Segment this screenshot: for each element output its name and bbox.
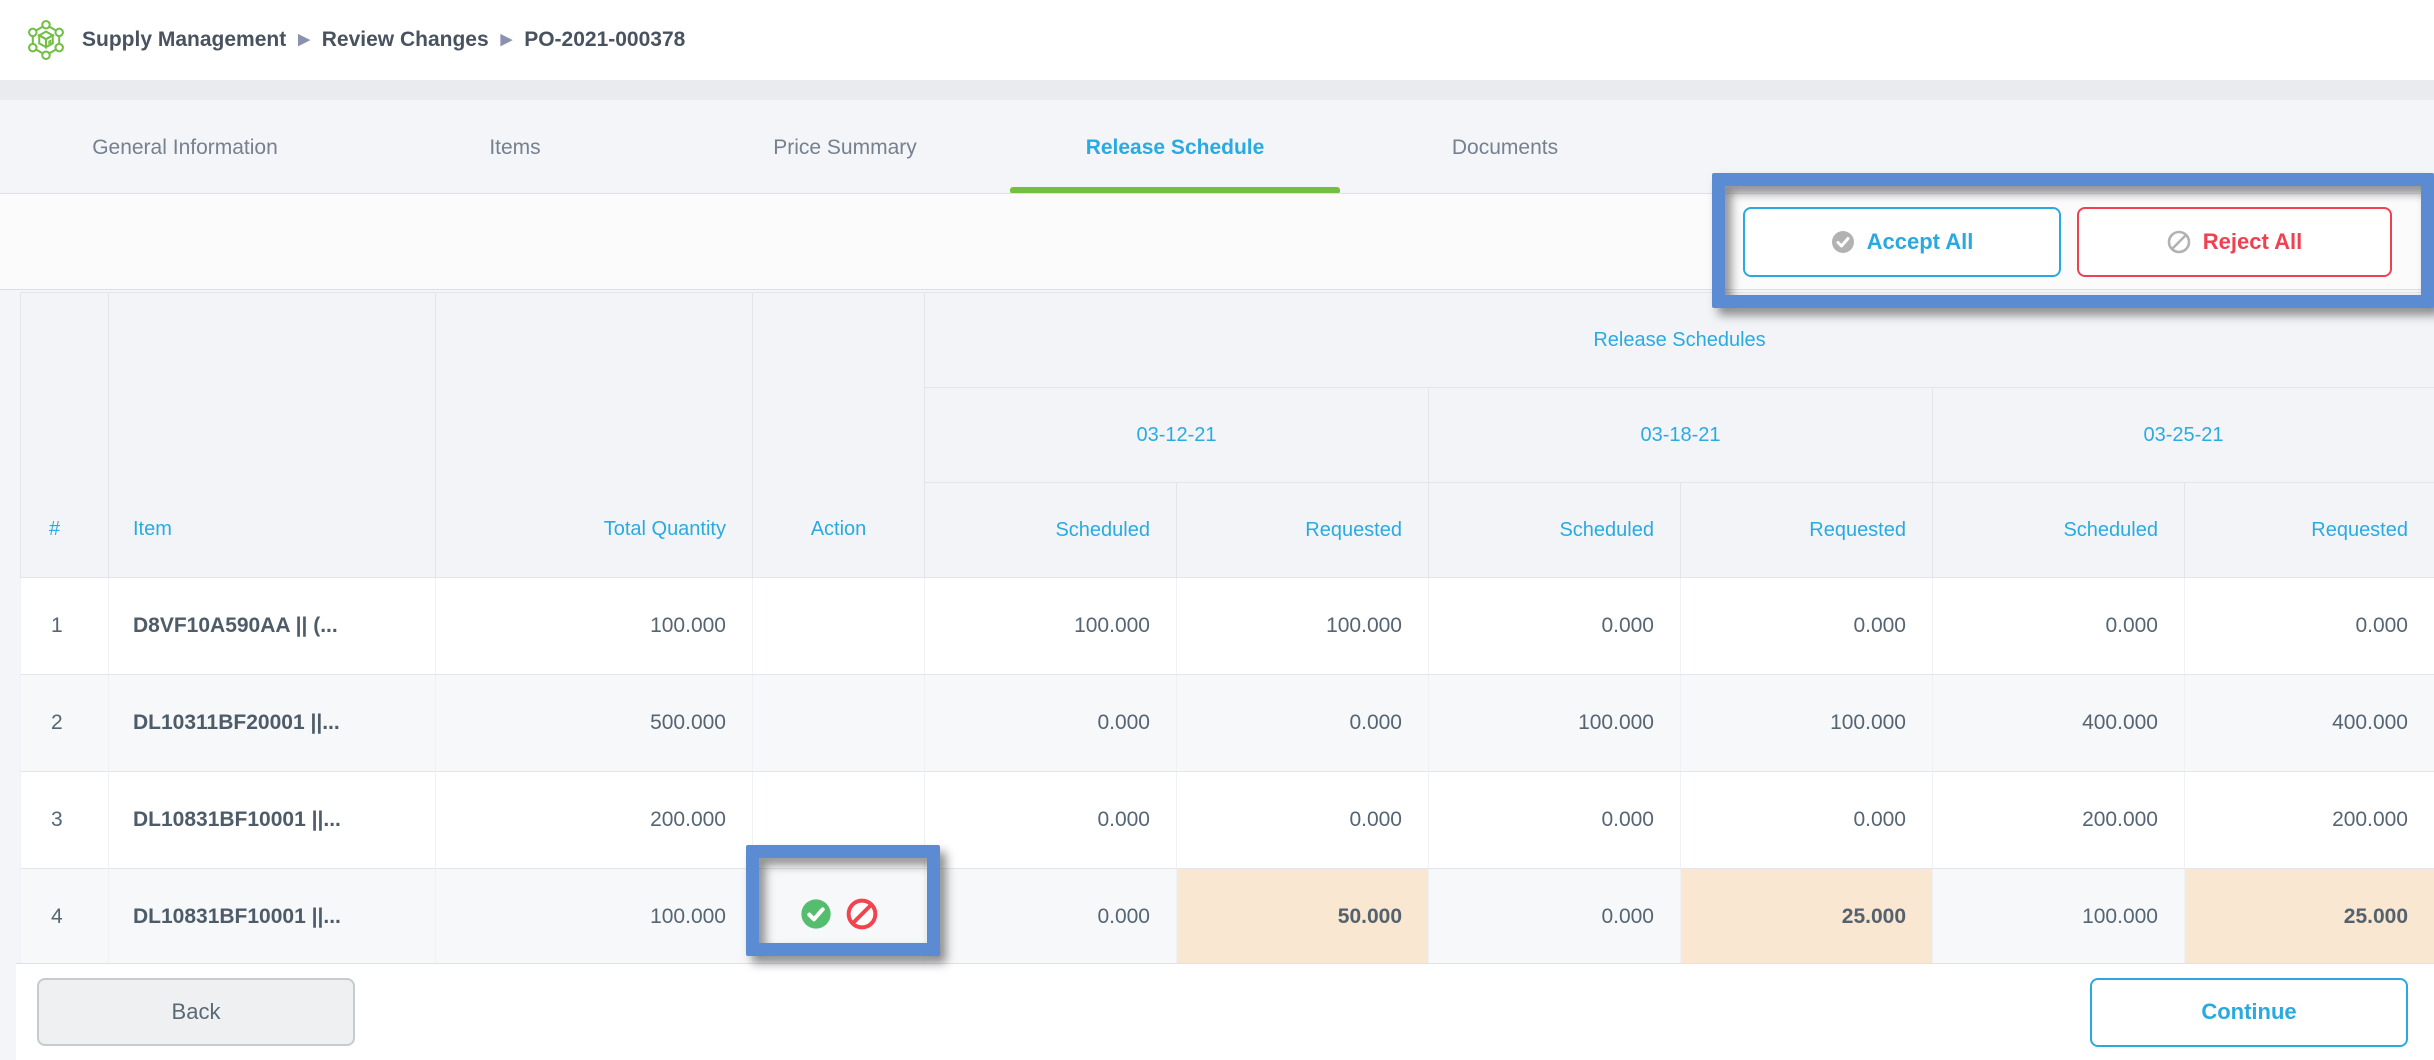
ban-icon (2167, 230, 2191, 253)
requested-cell-changed: 50.000 (1176, 868, 1429, 966)
tab-release-schedule[interactable]: Release Schedule (1010, 100, 1340, 195)
group-header-release-schedules: Release Schedules (924, 292, 2434, 388)
scheduled-cell: 0.000 (924, 771, 1177, 869)
item-cell: DL10831BF10001 ||... (108, 868, 436, 966)
requested-cell-changed: 25.000 (1680, 868, 1933, 966)
row-number-cell: 4 (20, 868, 109, 966)
table-row: 3 DL10831BF10001 ||... 200.000 0.000 0.0… (20, 771, 2434, 869)
back-button[interactable]: Back (37, 978, 355, 1046)
subcol-header-requested-2: Requested (2184, 482, 2434, 578)
scheduled-cell: 100.000 (1428, 674, 1681, 772)
subcol-header-requested-1: Requested (1680, 482, 1933, 578)
active-tab-underline (1010, 187, 1340, 194)
breadcrumb-separator-icon: ▶ (298, 31, 310, 48)
table-row: 4 DL10831BF10001 ||... 100.000 (20, 868, 2434, 966)
release-schedule-table: # Item Total Quantity Action Release Sch… (20, 292, 2434, 966)
scheduled-cell: 0.000 (1428, 577, 1681, 675)
accept-icon[interactable] (800, 898, 832, 930)
total-quantity-cell: 100.000 (435, 577, 753, 675)
total-quantity-cell: 100.000 (435, 868, 753, 966)
table-row: 2 DL10311BF20001 ||... 500.000 0.000 0.0… (20, 674, 2434, 772)
continue-button[interactable]: Continue (2090, 977, 2408, 1047)
requested-cell: 100.000 (1680, 674, 1933, 772)
tab-items[interactable]: Items (489, 135, 541, 159)
date-header-0: 03-12-21 (924, 387, 1429, 483)
scheduled-cell: 0.000 (1428, 771, 1681, 869)
tab-documents[interactable]: Documents (1451, 135, 1559, 159)
check-circle-icon (1831, 230, 1854, 253)
total-quantity-cell: 200.000 (435, 771, 753, 869)
requested-cell: 100.000 (1176, 577, 1429, 675)
date-header-1: 03-18-21 (1428, 387, 1933, 483)
requested-cell: 400.000 (2184, 674, 2434, 772)
reject-icon[interactable] (846, 898, 878, 930)
action-cell (752, 868, 925, 966)
accept-all-button[interactable]: Accept All (1743, 206, 2061, 277)
scheduled-cell: 0.000 (924, 674, 1177, 772)
tab-price-summary[interactable]: Price Summary (773, 135, 917, 159)
col-header-action: Action (752, 292, 925, 578)
col-header-item: Item (108, 292, 436, 578)
content-card: General Information Items Price Summary … (0, 100, 2434, 1060)
breadcrumb-item-review-changes[interactable]: Review Changes (321, 28, 489, 51)
top-header: Supply Management ▶ Review Changes ▶ PO-… (0, 0, 2434, 80)
table-row: 1 D8VF10A590AA || (... 100.000 100.000 1… (20, 577, 2434, 675)
col-header-num: # (20, 292, 109, 578)
scheduled-cell: 400.000 (1932, 674, 2185, 772)
scheduled-cell: 0.000 (1932, 577, 2185, 675)
reject-all-button[interactable]: Reject All (2077, 206, 2392, 277)
subcol-header-scheduled-1: Scheduled (1428, 482, 1681, 578)
requested-cell: 0.000 (2184, 577, 2434, 675)
requested-cell-changed: 25.000 (2184, 868, 2434, 966)
breadcrumb-item-supply-management[interactable]: Supply Management (82, 28, 287, 51)
tab-release-schedule-label: Release Schedule (1085, 135, 1265, 159)
action-cell (752, 674, 925, 772)
col-header-total-quantity: Total Quantity (435, 292, 753, 578)
item-cell: DL10311BF20001 ||... (108, 674, 436, 772)
breadcrumb: Supply Management ▶ Review Changes ▶ PO-… (82, 28, 685, 52)
scheduled-cell: 200.000 (1932, 771, 2185, 869)
requested-cell: 200.000 (2184, 771, 2434, 869)
tab-bar: General Information Items Price Summary … (0, 100, 2434, 195)
tab-general-information[interactable]: General Information (92, 135, 278, 159)
row-number-cell: 1 (20, 577, 109, 675)
breadcrumb-separator-icon: ▶ (500, 31, 513, 48)
subcol-header-requested-0: Requested (1176, 482, 1429, 578)
requested-cell: 0.000 (1680, 577, 1933, 675)
action-cell (752, 771, 925, 869)
row-number-cell: 3 (20, 771, 109, 869)
breadcrumb-item-po-number: PO-2021-000378 (524, 28, 686, 51)
row-number-cell: 2 (20, 674, 109, 772)
total-quantity-cell: 500.000 (435, 674, 753, 772)
scheduled-cell: 0.000 (924, 868, 1177, 966)
item-cell: DL10831BF10001 ||... (108, 771, 436, 869)
scheduled-cell: 100.000 (1932, 868, 2185, 966)
reject-all-label: Reject All (2202, 228, 2303, 254)
scheduled-cell: 100.000 (924, 577, 1177, 675)
bulk-actions-toolbar: Accept All Reject All (0, 193, 2434, 290)
requested-cell: 0.000 (1680, 771, 1933, 869)
item-cell: D8VF10A590AA || (... (108, 577, 436, 675)
subcol-header-scheduled-2: Scheduled (1932, 482, 2185, 578)
requested-cell: 0.000 (1176, 674, 1429, 772)
footer-bar: Back Continue (16, 963, 2434, 1060)
app-logo-icon (28, 20, 64, 60)
action-cell (752, 577, 925, 675)
subcol-header-scheduled-0: Scheduled (924, 482, 1177, 578)
accept-all-label: Accept All (1866, 228, 1974, 254)
row-action-buttons (800, 898, 878, 930)
date-header-2: 03-25-21 (1932, 387, 2434, 483)
scheduled-cell: 0.000 (1428, 868, 1681, 966)
requested-cell: 0.000 (1176, 771, 1429, 869)
